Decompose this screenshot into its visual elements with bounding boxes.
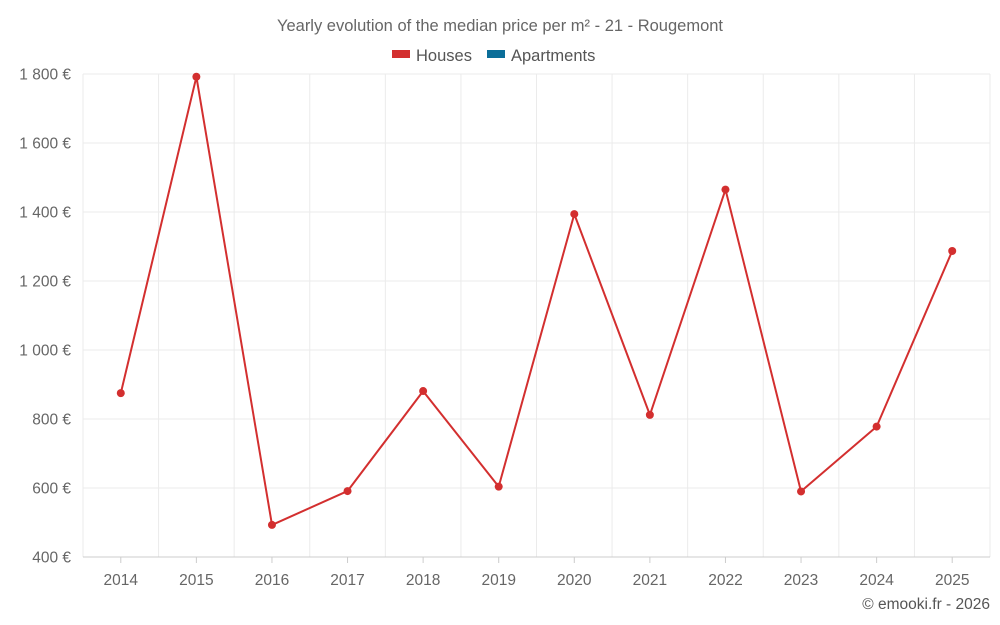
data-point-houses[interactable] — [116, 389, 125, 398]
data-point-houses[interactable] — [645, 410, 654, 419]
x-tick-label: 2024 — [859, 572, 894, 589]
y-tick-label: 1 200 € — [19, 274, 71, 291]
data-point-houses[interactable] — [494, 482, 503, 491]
y-tick-label: 400 € — [32, 550, 71, 567]
y-tick-label: 1 000 € — [19, 343, 71, 360]
x-tick-label: 2021 — [633, 572, 667, 589]
data-point-houses[interactable] — [267, 520, 276, 529]
series-houses — [116, 72, 957, 529]
x-axis-ticks: 2014 2015 2016 2017 2018 2019 2020 2021 2022 2023… — [104, 557, 969, 589]
x-tick-label: 2023 — [784, 572, 818, 589]
x-tick-label: 2019 — [481, 572, 515, 589]
data-point-houses[interactable] — [797, 487, 806, 496]
x-tick-label: 2018 — [406, 572, 440, 589]
x-tick-label: 2020 — [557, 572, 592, 589]
y-axis-ticks: 400 € 600 € 800 € 1 000 € 1 200 € 1 400 € 1 60… — [19, 67, 71, 567]
x-tick-label: 2015 — [179, 572, 213, 589]
legend-label-houses[interactable]: Houses — [416, 47, 472, 65]
y-tick-label: 1 800 € — [19, 67, 71, 84]
data-point-houses[interactable] — [948, 246, 957, 255]
data-point-houses[interactable] — [192, 72, 201, 81]
data-point-houses[interactable] — [419, 387, 428, 396]
credit-text: © emooki.fr - 2026 — [862, 596, 990, 613]
grid — [82, 73, 991, 557]
legend-swatch-apartments[interactable] — [487, 50, 505, 58]
data-point-houses[interactable] — [570, 210, 579, 219]
x-tick-label: 2025 — [935, 572, 969, 589]
data-point-houses[interactable] — [343, 487, 352, 496]
data-point-houses[interactable] — [872, 422, 881, 431]
y-tick-label: 1 400 € — [19, 205, 71, 222]
data-point-houses[interactable] — [721, 185, 730, 194]
series-line-houses — [119, 75, 954, 526]
x-tick-label: 2014 — [104, 572, 139, 589]
chart-title: Yearly evolution of the median price per… — [277, 17, 723, 35]
y-tick-label: 600 € — [32, 481, 71, 498]
legend-swatch-houses[interactable] — [392, 50, 410, 58]
y-tick-label: 800 € — [32, 412, 71, 429]
x-tick-label: 2016 — [255, 572, 289, 589]
y-tick-label: 1 600 € — [19, 136, 71, 153]
legend: Houses Apartments — [392, 47, 595, 65]
x-tick-label: 2022 — [708, 572, 742, 589]
x-tick-label: 2017 — [330, 572, 364, 589]
legend-label-apartments[interactable]: Apartments — [511, 47, 595, 65]
